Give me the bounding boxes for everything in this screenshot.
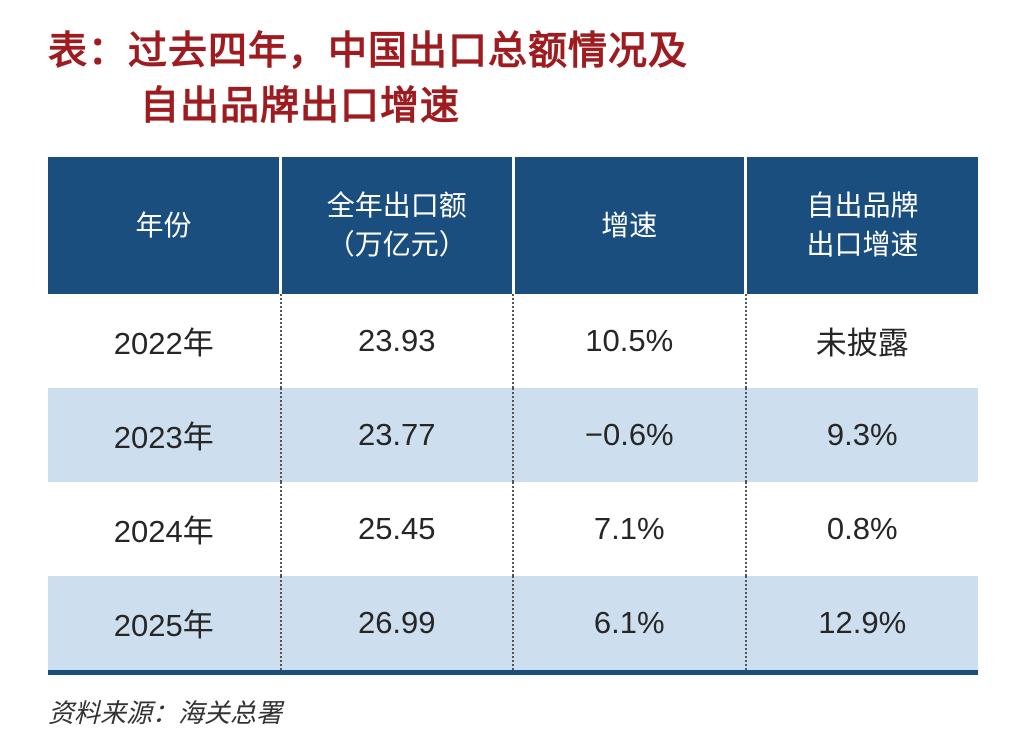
source-note: 资料来源：海关总署 [48,697,283,728]
cell-export-total: 23.93 [279,293,513,388]
cell-year: 2024年 [113,514,214,550]
cell-year: 2023年 [113,420,214,456]
column-header-growth: 增速 [511,156,746,294]
cell-own-brand-growth: 0.8% [744,481,978,576]
table-row-2023: 2023年 23.77 −0.6% 9.3% [48,387,978,482]
cell-year: 2022年 [113,326,214,362]
column-header-export-total: 全年出口额 （万亿元） [279,156,513,294]
cell-growth: 10.5% [512,293,746,388]
title-line-2: 自出品牌出口增速 [140,85,461,129]
cell-export-total: 26.99 [279,575,513,673]
page-title: 表：过去四年，中国出口总额情况及 自出品牌出口增速 [48,24,978,135]
column-header-year: 年份 [48,156,281,294]
cell-own-brand-growth: 12.9% [744,575,978,673]
cell-growth: 6.1% [512,575,746,673]
table-row-2024: 2024年 25.45 7.1% 0.8% [48,481,978,576]
cell-growth: −0.6% [512,387,746,482]
cell-export-total: 25.45 [279,481,513,576]
table-row-2025: 2025年 26.99 6.1% 12.9% [48,575,978,673]
table-row-2022: 2022年 23.93 10.5% 未披露 [48,293,978,388]
cell-export-total: 23.77 [279,387,513,482]
table-header-row: 年份 全年出口额 （万亿元） 增速 自出品牌 出口增速 [48,156,978,294]
cell-own-brand-growth: 9.3% [744,387,978,482]
title-line-1: 表：过去四年，中国出口总额情况及 [48,30,689,73]
export-data-table: 年份 全年出口额 （万亿元） 增速 自出品牌 出口增速 2022年 23.93 … [48,156,978,675]
cell-own-brand-growth: 未披露 [744,293,978,388]
column-header-own-brand-growth: 自出品牌 出口增速 [744,156,978,294]
cell-growth: 7.1% [512,481,746,576]
cell-year: 2025年 [113,608,214,644]
